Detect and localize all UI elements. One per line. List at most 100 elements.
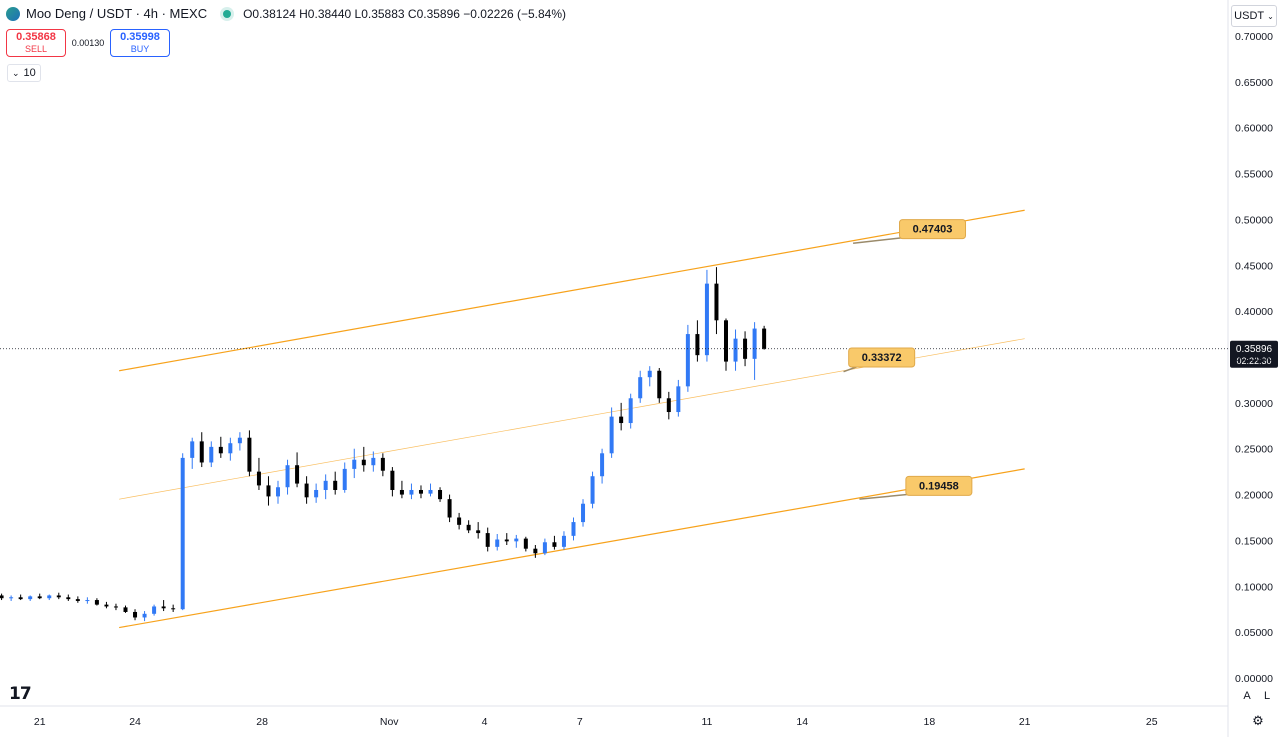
candle (66, 594, 71, 601)
callout-box (905, 475, 973, 496)
candle-body (418, 489, 423, 494)
time-axis-labels[interactable]: 21 24 28 Nov 4 7 11 14 18 21 25 (34, 716, 1158, 728)
candle-body (523, 538, 528, 549)
candle-body (56, 595, 61, 598)
price-callout[interactable]: 0.33372 (843, 347, 916, 373)
gear-icon[interactable]: ⚙ (1252, 713, 1264, 728)
price-tick-label: 0.05000 (1235, 627, 1273, 639)
candle-body (342, 468, 347, 490)
sell-label: SELL (24, 44, 48, 54)
candle (552, 535, 557, 550)
price-axis-labels[interactable]: 0.70000 0.65000 0.60000 0.55000 0.50000 0.450… (1235, 31, 1273, 685)
candle-body (37, 596, 42, 599)
candle-body (695, 334, 700, 356)
candle-body (390, 470, 395, 490)
buy-price: 0.35998 (120, 31, 160, 43)
scale-buttons: A L (1239, 688, 1275, 704)
price-tick-label: 0.10000 (1235, 581, 1273, 593)
candle (161, 600, 166, 612)
candle-body (256, 471, 261, 486)
time-tick-label: Nov (380, 716, 399, 728)
candle (704, 269, 709, 362)
candle-body (161, 606, 166, 609)
candle-body (647, 370, 652, 378)
indicator-collapse-toggle[interactable]: ⌄ 10 (7, 64, 41, 82)
candle (723, 318, 728, 371)
candle-body (66, 597, 71, 600)
candle (133, 609, 138, 621)
candle (390, 467, 395, 497)
time-tick-label: 21 (1019, 716, 1031, 728)
candle (638, 370, 643, 403)
currency-select[interactable]: USDT ⌄ (1231, 5, 1277, 27)
candle (533, 545, 538, 558)
time-tick-label: 14 (796, 716, 808, 728)
candle-body (476, 530, 481, 534)
candle (733, 329, 738, 371)
price-tick-label: 0.70000 (1235, 31, 1273, 43)
candle (314, 483, 319, 503)
candle-body (190, 441, 195, 458)
candle (466, 520, 471, 534)
symbol-title[interactable]: Moo Deng / USDT · 4h · MEXC (26, 6, 208, 21)
candle (180, 453, 185, 611)
candle (209, 441, 214, 468)
candle-body (0, 595, 4, 599)
buy-button[interactable]: 0.35998 BUY (110, 29, 170, 57)
candle (333, 471, 338, 495)
candle-body (247, 437, 252, 472)
candle (514, 534, 519, 548)
time-tick-label: 18 (923, 716, 935, 728)
candle (295, 452, 300, 488)
candle-body (409, 489, 414, 495)
channel-line-lower[interactable] (119, 468, 1025, 629)
log-scale-button[interactable]: L (1259, 688, 1275, 704)
candle-body (371, 457, 376, 466)
candle-body (47, 595, 52, 599)
candle (657, 368, 662, 403)
chevron-down-icon: ⌄ (12, 67, 20, 78)
candle (447, 494, 452, 523)
candle-body (733, 338, 738, 362)
candle (9, 595, 14, 601)
price-tick-label: 0.15000 (1235, 535, 1273, 547)
candle (438, 487, 443, 502)
candle-body (600, 453, 605, 477)
candle-body (466, 524, 471, 531)
sell-button[interactable]: 0.35868 SELL (6, 29, 66, 57)
tradingview-logo[interactable]: 17 (9, 684, 32, 704)
price-tick-label: 0.40000 (1235, 306, 1273, 318)
candle (409, 483, 414, 500)
candle-body (552, 542, 557, 547)
candle-body (447, 499, 452, 518)
candle (266, 476, 271, 506)
candle-body (514, 538, 519, 542)
candle (371, 451, 376, 472)
candle (380, 453, 385, 477)
price-annotations-group[interactable]: 0.47403 0.33372 0.19458 (843, 219, 973, 500)
callout-text: 0.19458 (919, 480, 959, 492)
candle (590, 471, 595, 509)
time-tick-label: 4 (482, 716, 488, 728)
candle (743, 331, 748, 367)
auto-scale-button[interactable]: A (1239, 688, 1255, 704)
candle (247, 430, 252, 477)
price-callout[interactable]: 0.47403 (853, 219, 967, 245)
candle-body (542, 542, 547, 554)
channel-line-upper[interactable] (119, 209, 1025, 372)
candle (523, 536, 528, 552)
candle-body (285, 465, 290, 488)
time-tick-label: 11 (701, 716, 712, 728)
price-tick-label: 0.45000 (1235, 260, 1273, 272)
candle-body (314, 489, 319, 498)
candle-body (171, 608, 176, 610)
candle (171, 604, 176, 612)
candle (628, 393, 633, 429)
candle-body (361, 459, 366, 466)
candle-body (94, 600, 99, 605)
candle-body (352, 459, 357, 469)
price-callout[interactable]: 0.19458 (859, 475, 973, 500)
candle-body (561, 535, 566, 547)
